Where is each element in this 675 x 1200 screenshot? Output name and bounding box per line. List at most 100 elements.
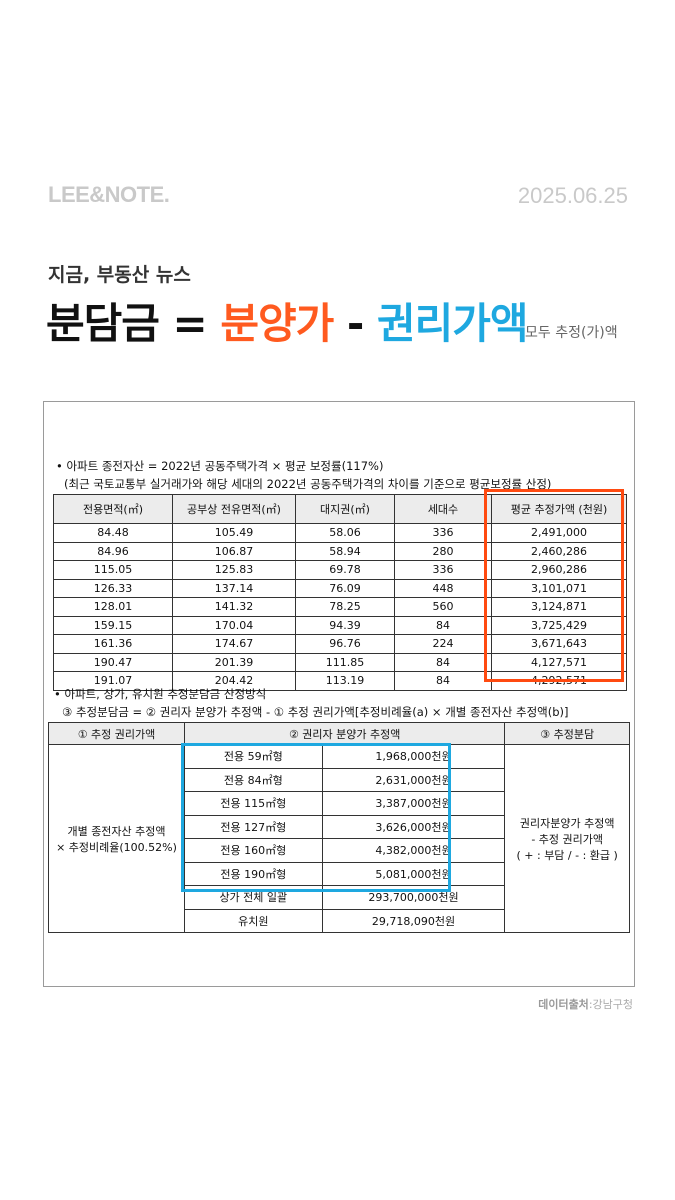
title-sale-price: 분양가 <box>220 299 334 348</box>
table-cell: 280 <box>394 541 492 561</box>
post-date: 2025.06.25 <box>517 183 628 208</box>
table-cell: 137.14 <box>172 578 296 598</box>
formula-line: 권리자분양가 추정액 <box>519 816 615 830</box>
sale-price-cell: 3,626,000천원 <box>321 814 506 839</box>
table-cell: 141.32 <box>172 597 296 617</box>
table-cell: 2,960,286 <box>491 560 627 580</box>
table-cell: 190.47 <box>53 652 173 672</box>
unit-type-cell: 전용 84㎡형 <box>184 767 323 792</box>
formula-line: - 추정 권리가액 <box>531 832 603 846</box>
table-row: 115.05 125.83 69.78 336 2,960,286 <box>53 560 627 580</box>
col-rights-value: ① 추정 권리가액 <box>48 722 185 745</box>
brand-logo: LEE&NOTE. <box>48 182 170 207</box>
col-households: 세대수 <box>394 494 492 524</box>
table-cell: 105.49 <box>172 523 296 543</box>
sale-price-cell: 3,387,000천원 <box>321 791 506 816</box>
table-cell: 128.01 <box>53 597 173 617</box>
rights-value-formula-cell: 개별 종전자산 추정액 × 추정비례율(100.52%) <box>48 744 185 933</box>
table-cell: 174.67 <box>172 634 296 654</box>
table-cell: 78.25 <box>295 597 395 617</box>
col-avg-estimated-value: 평균 추정가액 (천원) <box>491 494 627 524</box>
table-cell: 76.09 <box>295 578 395 598</box>
source-value: :강남구청 <box>588 998 633 1011</box>
table-cell: 3,725,429 <box>491 615 627 635</box>
table-row: 191.07 204.42 113.19 84 4,292,571 <box>53 671 627 691</box>
contribution-formula-cell: 권리자분양가 추정액 - 추정 권리가액 ( + : 부담 / - : 환급 ) <box>504 744 630 933</box>
unit-type-cell: 전용 190㎡형 <box>184 861 323 886</box>
table-cell: 84.96 <box>53 541 173 561</box>
table-cell: 58.06 <box>295 523 395 543</box>
table-row: 유치원 29,718,090천원 <box>49 908 630 933</box>
table-cell: 224 <box>394 634 492 654</box>
table-cell: 113.19 <box>295 671 395 691</box>
table-cell: 84.48 <box>53 523 173 543</box>
estimated-value-table: 전용면적(㎡) 공부상 전유면적(㎡) 대지권(㎡) 세대수 평균 추정가액 (… <box>53 494 627 691</box>
table-cell: 3,124,871 <box>491 597 627 617</box>
table-cell: 96.76 <box>295 634 395 654</box>
table-cell: 84 <box>394 671 492 691</box>
title-rights-value: 권리가액 <box>376 299 529 348</box>
data-source: 데이터출처:강남구청 <box>538 996 633 1012</box>
formula-line: × 추정비례율(100.52%) <box>56 840 177 854</box>
table-cell: 336 <box>394 523 492 543</box>
table-row: 전용 84㎡형 2,631,000천원 <box>49 767 630 792</box>
unit-type-cell: 유치원 <box>184 908 323 933</box>
table-cell: 159.15 <box>53 615 173 635</box>
title-minus: - <box>333 299 377 348</box>
table-cell: 2,460,286 <box>491 541 627 561</box>
col-contribution: ③ 추정분담 <box>504 722 630 745</box>
source-label: 데이터출처 <box>538 998 589 1011</box>
table-header-row: 전용면적(㎡) 공부상 전유면적(㎡) 대지권(㎡) 세대수 평균 추정가액 (… <box>53 494 627 524</box>
table-row: 전용 127㎡형 3,626,000천원 <box>49 814 630 839</box>
bullet-apartment-assets-note: (최근 국토교통부 실거래가와 해당 세대의 2022년 공동주택가격의 차이를… <box>64 477 552 491</box>
table-row: 전용 190㎡형 5,081,000천원 <box>49 861 630 886</box>
sale-price-cell: 5,081,000천원 <box>321 861 506 886</box>
sale-price-cell: 29,718,090천원 <box>321 908 506 933</box>
table-cell: 84 <box>394 652 492 672</box>
table-row: 190.47 201.39 111.85 84 4,127,571 <box>53 652 627 672</box>
bullet-contribution-method: • 아파트, 상가, 유치원 추정분담금 산정방식 <box>54 687 267 701</box>
table-cell: 560 <box>394 597 492 617</box>
table-cell: 126.33 <box>53 578 173 598</box>
table-row: 84.96 106.87 58.94 280 2,460,286 <box>53 541 627 561</box>
category-label: 지금, 부동산 뉴스 <box>48 264 191 286</box>
table-cell: 191.07 <box>53 671 173 691</box>
table-cell: 115.05 <box>53 560 173 580</box>
table-cell: 204.42 <box>172 671 296 691</box>
table-row: 전용 115㎡형 3,387,000천원 <box>49 791 630 816</box>
table-cell: 448 <box>394 578 492 598</box>
highlight-box-sale-price <box>181 743 451 892</box>
table-cell: 106.87 <box>172 541 296 561</box>
table-cell: 125.83 <box>172 560 296 580</box>
table-row: 161.36 174.67 96.76 224 3,671,643 <box>53 634 627 654</box>
table-cell: 170.04 <box>172 615 296 635</box>
formula-line: ( + : 부담 / - : 환급 ) <box>516 848 618 862</box>
unit-type-cell: 전용 127㎡형 <box>184 814 323 839</box>
table-cell: 69.78 <box>295 560 395 580</box>
col-exclusive-area: 전용면적(㎡) <box>53 494 173 524</box>
table-cell: 94.39 <box>295 615 395 635</box>
col-land-right: 대지권(㎡) <box>295 494 395 524</box>
table-row: 159.15 170.04 94.39 84 3,725,429 <box>53 615 627 635</box>
highlight-box-avg-value <box>484 489 624 682</box>
table-cell: 111.85 <box>295 652 395 672</box>
table-cell: 336 <box>394 560 492 580</box>
table-header-row: ① 추정 권리가액 ② 권리자 분양가 추정액 ③ 추정분담 <box>48 722 630 745</box>
formula-line: 개별 종전자산 추정액 <box>67 824 166 838</box>
col-sale-price: ② 권리자 분양가 추정액 <box>183 722 506 745</box>
col-registered-area: 공부상 전유면적(㎡) <box>172 494 296 524</box>
table-cell: 58.94 <box>295 541 395 561</box>
page-title: 분담금 = 분양가 - 권리가액 <box>46 290 529 351</box>
table-row: 개별 종전자산 추정액 × 추정비례율(100.52%) 전용 59㎡형 1,968,… <box>48 744 630 933</box>
table-cell: 201.39 <box>172 652 296 672</box>
title-note: 모두 추정(가)액 <box>525 325 618 341</box>
document-image: • 아파트 종전자산 = 2022년 공동주택가격 × 평균 보정률(117%)… <box>43 401 635 987</box>
table-row: 126.33 137.14 76.09 448 3,101,071 <box>53 578 627 598</box>
table-cell: 84 <box>394 615 492 635</box>
unit-type-cell: 전용 160㎡형 <box>184 838 323 863</box>
title-formula-left: 분담금 = <box>46 299 221 348</box>
bullet-apartment-assets: • 아파트 종전자산 = 2022년 공동주택가격 × 평균 보정률(117%) <box>56 459 384 473</box>
contribution-formula: ③ 추정분담금 = ② 권리자 분양가 추정액 - ① 추정 권리가액[추정비례… <box>62 705 569 719</box>
table-cell: 161.36 <box>53 634 173 654</box>
sale-price-cell: 2,631,000천원 <box>321 767 506 792</box>
